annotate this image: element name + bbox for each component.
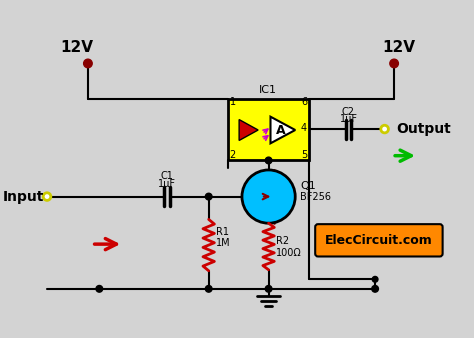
Text: 1: 1: [229, 97, 236, 107]
Circle shape: [83, 59, 92, 68]
Text: C1: C1: [160, 171, 173, 182]
Text: ElecCircuit.com: ElecCircuit.com: [325, 234, 433, 247]
Text: 1μF: 1μF: [339, 114, 357, 124]
Circle shape: [372, 276, 378, 282]
Circle shape: [381, 125, 388, 133]
Circle shape: [390, 59, 399, 68]
Text: 100Ω: 100Ω: [276, 247, 302, 258]
FancyBboxPatch shape: [315, 224, 443, 257]
Circle shape: [96, 286, 103, 292]
Text: 12V: 12V: [383, 40, 415, 55]
Text: A: A: [276, 123, 286, 137]
Text: 1μF: 1μF: [158, 179, 176, 189]
Text: BF256: BF256: [300, 192, 331, 202]
Text: R1: R1: [216, 226, 229, 237]
Polygon shape: [271, 117, 295, 143]
Text: R2: R2: [276, 236, 289, 246]
Text: 4: 4: [301, 123, 307, 133]
Text: Input: Input: [3, 190, 44, 203]
Polygon shape: [239, 120, 258, 141]
Text: C2: C2: [342, 107, 355, 117]
Circle shape: [372, 286, 378, 292]
Circle shape: [265, 157, 272, 164]
Text: 2: 2: [229, 150, 236, 160]
Circle shape: [205, 193, 212, 200]
Circle shape: [43, 193, 51, 200]
Text: 1M: 1M: [216, 238, 231, 248]
Text: 6: 6: [301, 97, 307, 107]
Circle shape: [242, 170, 295, 223]
Text: 12V: 12V: [60, 40, 93, 55]
Circle shape: [265, 286, 272, 292]
Bar: [228, 99, 309, 161]
Text: IC1: IC1: [259, 85, 277, 95]
Text: 5: 5: [301, 150, 307, 160]
Circle shape: [205, 286, 212, 292]
Text: Q1: Q1: [300, 181, 316, 191]
Text: Output: Output: [396, 122, 451, 136]
